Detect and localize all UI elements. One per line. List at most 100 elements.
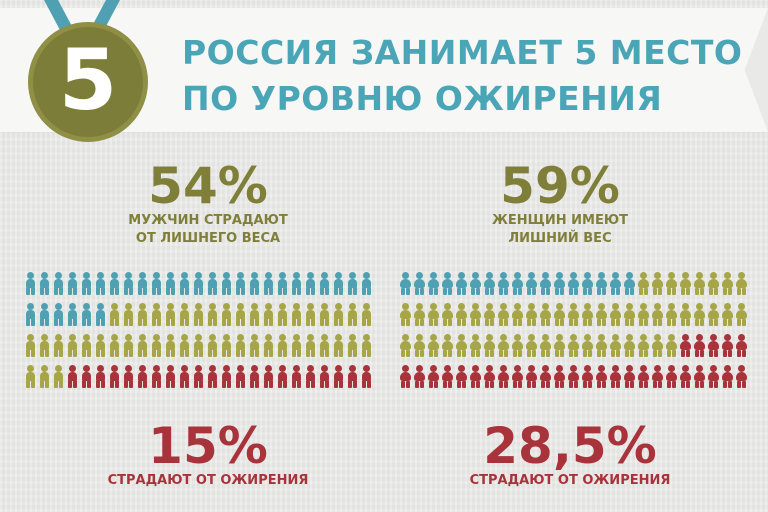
- man-figure-icon: [249, 272, 260, 296]
- woman-figure-icon: [484, 365, 495, 389]
- woman-figure-icon: [624, 365, 635, 389]
- woman-figure-icon: [540, 365, 551, 389]
- man-figure-icon: [179, 272, 190, 296]
- man-figure-icon: [263, 272, 274, 296]
- page-title: РОССИЯ ЗАНИМАЕТ 5 МЕСТО ПО УРОВНЮ ОЖИРЕН…: [182, 30, 742, 122]
- man-figure-icon: [53, 303, 64, 327]
- man-figure-icon: [277, 365, 288, 389]
- man-figure-icon: [39, 272, 50, 296]
- man-figure-icon: [151, 365, 162, 389]
- woman-figure-icon: [498, 365, 509, 389]
- man-figure-icon: [109, 334, 120, 358]
- man-figure-icon: [207, 272, 218, 296]
- woman-figure-icon: [428, 303, 439, 327]
- woman-figure-icon: [540, 303, 551, 327]
- man-figure-icon: [319, 365, 330, 389]
- woman-figure-icon: [400, 334, 411, 358]
- man-figure-icon: [361, 334, 372, 358]
- man-figure-icon: [137, 334, 148, 358]
- man-figure-icon: [165, 334, 176, 358]
- man-figure-icon: [25, 365, 36, 389]
- man-figure-icon: [333, 365, 344, 389]
- woman-figure-icon: [540, 334, 551, 358]
- men-obesity-percent: 15%: [148, 417, 268, 475]
- man-figure-icon: [179, 365, 190, 389]
- woman-figure-icon: [414, 365, 425, 389]
- woman-figure-icon: [680, 303, 691, 327]
- women-figure-grid: [400, 272, 747, 397]
- man-figure-icon: [137, 303, 148, 327]
- woman-figure-icon: [554, 365, 565, 389]
- man-figure-icon: [333, 303, 344, 327]
- woman-figure-icon: [736, 334, 747, 358]
- man-figure-icon: [277, 272, 288, 296]
- man-figure-icon: [81, 303, 92, 327]
- woman-figure-icon: [414, 303, 425, 327]
- man-figure-icon: [319, 272, 330, 296]
- woman-figure-icon: [694, 303, 705, 327]
- man-figure-icon: [333, 334, 344, 358]
- man-figure-icon: [67, 272, 78, 296]
- man-figure-icon: [305, 334, 316, 358]
- man-figure-icon: [193, 272, 204, 296]
- man-figure-icon: [39, 365, 50, 389]
- man-figure-icon: [347, 365, 358, 389]
- man-figure-icon: [67, 303, 78, 327]
- woman-figure-icon: [638, 334, 649, 358]
- man-figure-icon: [291, 334, 302, 358]
- men-label-line-2: ОТ ЛИШНЕГО ВЕСА: [135, 231, 281, 246]
- man-figure-icon: [109, 303, 120, 327]
- men-figure-grid: [25, 272, 375, 397]
- woman-figure-icon: [554, 334, 565, 358]
- man-figure-icon: [151, 303, 162, 327]
- woman-figure-icon: [582, 365, 593, 389]
- woman-figure-icon: [708, 365, 719, 389]
- man-figure-icon: [25, 334, 36, 358]
- man-figure-icon: [221, 272, 232, 296]
- man-figure-icon: [95, 365, 106, 389]
- woman-figure-icon: [442, 303, 453, 327]
- woman-figure-icon: [526, 303, 537, 327]
- man-figure-icon: [81, 272, 92, 296]
- woman-figure-icon: [722, 272, 733, 296]
- woman-figure-icon: [540, 272, 551, 296]
- man-figure-icon: [137, 272, 148, 296]
- woman-figure-icon: [694, 334, 705, 358]
- woman-figure-icon: [610, 334, 621, 358]
- man-figure-icon: [53, 334, 64, 358]
- woman-figure-icon: [470, 365, 481, 389]
- man-figure-icon: [319, 334, 330, 358]
- woman-figure-icon: [456, 272, 467, 296]
- woman-figure-icon: [582, 303, 593, 327]
- woman-figure-icon: [470, 272, 481, 296]
- woman-figure-icon: [624, 272, 635, 296]
- man-figure-icon: [53, 365, 64, 389]
- man-figure-icon: [193, 365, 204, 389]
- man-figure-icon: [277, 334, 288, 358]
- man-figure-icon: [263, 303, 274, 327]
- man-figure-icon: [53, 272, 64, 296]
- women-stat: 59% ЖЕНЩИН ИМЕЮТ ЛИШНИЙ ВЕС: [470, 160, 650, 248]
- man-figure-icon: [207, 365, 218, 389]
- woman-figure-icon: [596, 272, 607, 296]
- man-figure-icon: [277, 303, 288, 327]
- man-figure-icon: [95, 303, 106, 327]
- women-percent: 59%: [500, 157, 620, 215]
- man-figure-icon: [347, 272, 358, 296]
- woman-figure-icon: [442, 334, 453, 358]
- man-figure-icon: [193, 303, 204, 327]
- woman-figure-icon: [736, 272, 747, 296]
- woman-figure-icon: [652, 272, 663, 296]
- woman-figure-icon: [624, 303, 635, 327]
- woman-figure-icon: [414, 272, 425, 296]
- woman-figure-icon: [428, 365, 439, 389]
- man-figure-icon: [25, 303, 36, 327]
- woman-figure-icon: [442, 365, 453, 389]
- man-figure-icon: [361, 272, 372, 296]
- woman-figure-icon: [722, 334, 733, 358]
- man-figure-icon: [249, 334, 260, 358]
- title-line-1: РОССИЯ ЗАНИМАЕТ 5 МЕСТО: [182, 33, 743, 72]
- man-figure-icon: [291, 365, 302, 389]
- woman-figure-icon: [568, 365, 579, 389]
- man-figure-icon: [81, 365, 92, 389]
